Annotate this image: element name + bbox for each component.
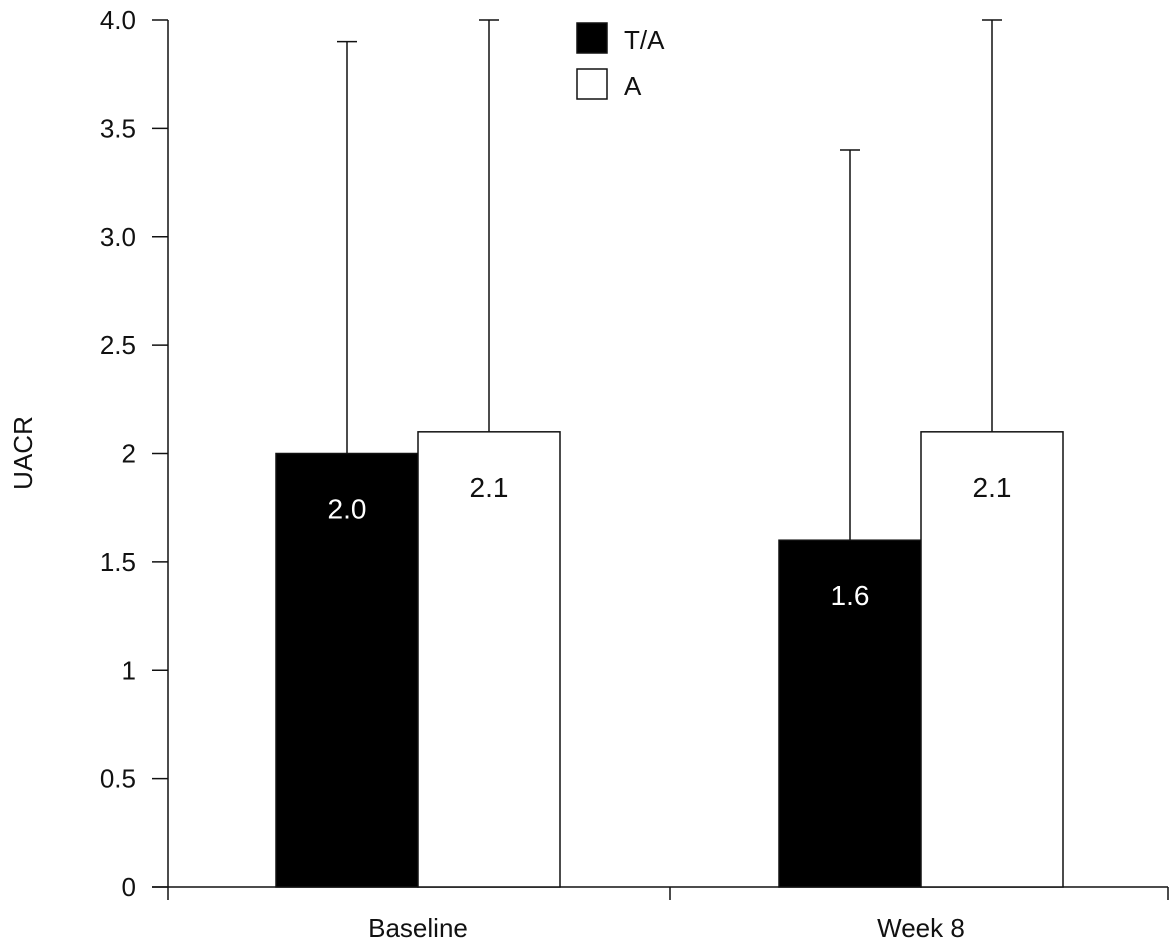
- legend-swatch: [576, 68, 608, 100]
- bar: [778, 539, 922, 888]
- axes: 0 0.5 1 1.5 2 2.5 3.0 3.5 4.0 Baseline Week 8: [100, 5, 1169, 943]
- legend: T/A A: [576, 22, 665, 101]
- y-tick-label: 4.0: [100, 5, 136, 35]
- y-tick-label: 1: [122, 655, 136, 685]
- x-tick-label: Week 8: [877, 913, 965, 943]
- bar: [275, 452, 419, 888]
- y-axis-title: UACR: [8, 416, 38, 490]
- y-tick-label: 0.5: [100, 764, 136, 794]
- y-tick-label: 3.5: [100, 113, 136, 143]
- y-tick-label: 3.0: [100, 222, 136, 252]
- bar: [920, 431, 1064, 888]
- y-tick-label: 2: [122, 439, 136, 469]
- x-tick-label: Baseline: [368, 913, 468, 943]
- bar-data-label: 2.0: [328, 494, 367, 525]
- y-tick-label: 0: [122, 872, 136, 902]
- bar: [417, 431, 561, 888]
- y-tick-label: 1.5: [100, 547, 136, 577]
- bar-data-label: 2.1: [470, 472, 509, 503]
- bar-data-label: 1.6: [831, 580, 870, 611]
- legend-label: T/A: [624, 25, 665, 55]
- legend-swatch: [576, 22, 608, 54]
- y-tick-label: 2.5: [100, 330, 136, 360]
- bar-data-label: 2.1: [973, 472, 1012, 503]
- bars-group: 2.0 1.6 2.1 2.1: [275, 19, 1064, 888]
- legend-label: A: [624, 71, 642, 101]
